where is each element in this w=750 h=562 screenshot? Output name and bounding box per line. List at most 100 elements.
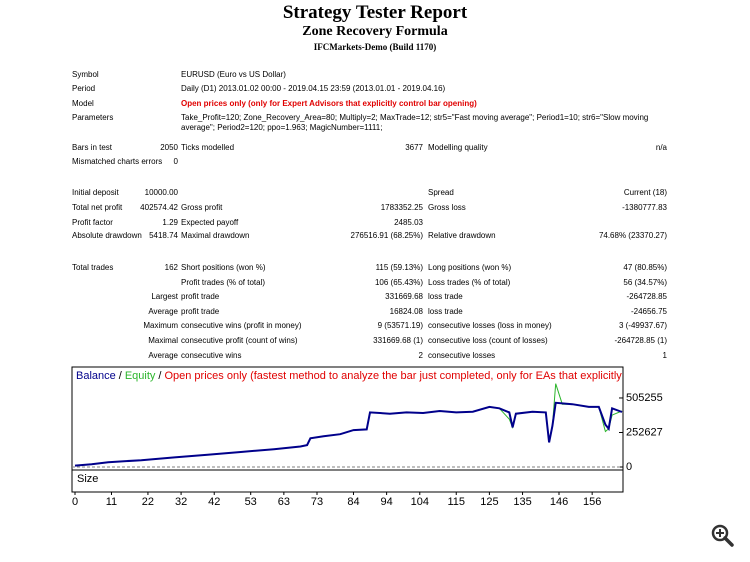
x-tick-label: 22 xyxy=(142,496,154,508)
table-value: Maximal xyxy=(148,336,178,345)
x-tick-label: 146 xyxy=(550,496,568,508)
x-tick-label: 63 xyxy=(278,496,290,508)
table-label2: profit trade xyxy=(181,307,220,316)
table-value3: -264728.85 xyxy=(626,292,667,301)
x-tick-label: 125 xyxy=(480,496,498,508)
legend-entry: Balance xyxy=(76,370,116,382)
x-tick-label: 156 xyxy=(583,496,601,508)
legend: Balance / Equity / Open prices only (fastest… xyxy=(76,370,667,382)
table-value3: Current (18) xyxy=(623,188,667,197)
table-label3: Loss trades (% of total) xyxy=(428,278,511,287)
zoom-icon[interactable] xyxy=(711,524,734,547)
table-value2: 16824.08 xyxy=(389,307,423,316)
table-text: Open prices only (only for Expert Adviso… xyxy=(181,99,477,108)
table-value2: 9 (53571.19) xyxy=(377,321,423,330)
table-label: Total net profit xyxy=(72,203,123,212)
y-tick-label: 252627 xyxy=(626,426,663,438)
x-tick-label: 32 xyxy=(175,496,187,508)
x-tick-label: 42 xyxy=(208,496,220,508)
table-label: Model xyxy=(72,99,94,108)
table-value2: 331669.68 xyxy=(385,292,423,301)
size-label: Size xyxy=(77,473,98,485)
table-label: Parameters xyxy=(72,113,114,122)
chart-frame xyxy=(71,366,624,493)
table-value2: 106 (65.43%) xyxy=(374,278,423,287)
table-label3: Gross loss xyxy=(428,203,466,212)
table-label2: consecutive wins xyxy=(181,351,242,360)
x-tick-label: 73 xyxy=(311,496,323,508)
table-label2: consecutive profit (count of wins) xyxy=(181,336,298,345)
table-label: Period xyxy=(72,84,96,93)
x-tick-label: 135 xyxy=(513,496,531,508)
table-label: Bars in test xyxy=(72,143,113,152)
x-tick-label: 104 xyxy=(411,496,429,508)
table-value3: 47 (80.85%) xyxy=(623,263,667,272)
table-value2: 115 (59.13%) xyxy=(375,263,423,272)
table-value: Average xyxy=(148,307,178,316)
table-label: Absolute drawdown xyxy=(72,231,142,240)
y-tick-label: 505255 xyxy=(626,392,663,404)
table-value: 2050 xyxy=(160,143,178,152)
table-value3: 74.68% (23370.27) xyxy=(598,231,667,240)
table-label3: Modelling quality xyxy=(428,143,488,152)
table-label: Total trades xyxy=(72,263,114,272)
table-value2: 1783352.25 xyxy=(380,203,423,212)
table-label3: consecutive losses (loss in money) xyxy=(428,321,552,330)
table-value: 10000.00 xyxy=(144,188,178,197)
table-label2: consecutive wins (profit in money) xyxy=(181,321,302,330)
x-tick-label: 11 xyxy=(106,496,117,508)
x-tick-label: 84 xyxy=(347,496,359,508)
table-value: Maximum xyxy=(143,321,178,330)
table-value2: 2485.03 xyxy=(394,218,423,227)
table-value2: 331669.68 (1) xyxy=(373,336,423,345)
table-value2: 2 xyxy=(418,351,423,360)
table-text: Take_Profit=120; Zone_Recovery_Area=80; … xyxy=(181,113,649,132)
report-server: IFCMarkets-Demo (Build 1170) xyxy=(313,42,437,52)
legend-separator: / xyxy=(158,370,162,382)
x-tick-label: 94 xyxy=(380,496,392,508)
table-value3: 56 (34.57%) xyxy=(623,278,667,287)
table-value: 402574.42 xyxy=(140,203,178,212)
table-label3: Relative drawdown xyxy=(428,231,496,240)
table-label: Initial deposit xyxy=(72,188,119,197)
report-title: Strategy Tester Report xyxy=(282,2,468,23)
table-value3: 1 xyxy=(662,351,667,360)
legend-separator: / xyxy=(119,370,123,382)
table-label3: Long positions (won %) xyxy=(428,263,512,272)
table-value3: -1380777.83 xyxy=(622,203,667,212)
table-label: Symbol xyxy=(72,70,99,79)
legend-entry: Equity xyxy=(125,370,156,382)
table-label: Profit factor xyxy=(72,218,113,227)
table-value: 0 xyxy=(173,157,178,166)
table-label3: consecutive losses xyxy=(428,351,496,360)
x-tick-label: 0 xyxy=(72,496,78,508)
table-label2: Expected payoff xyxy=(181,218,239,227)
table-label3: loss trade xyxy=(428,307,463,316)
table-label3: Spread xyxy=(428,188,454,197)
table-value3: 3 (-49937.67) xyxy=(618,321,667,330)
table-value3: -24656.75 xyxy=(630,307,667,316)
table-label3: consecutive loss (count of losses) xyxy=(428,336,548,345)
table-value2: 276516.91 (68.25%) xyxy=(350,231,424,240)
table-label: Mismatched charts errors xyxy=(72,157,163,166)
table-value: 1.29 xyxy=(162,218,178,227)
table-value: Largest xyxy=(151,292,178,301)
x-tick-label: 115 xyxy=(447,496,465,508)
table-value: Average xyxy=(148,351,178,360)
table-value: 162 xyxy=(164,263,178,272)
table-value3: n/a xyxy=(655,143,667,152)
report-subtitle: Zone Recovery Formula xyxy=(302,24,448,39)
table-value: 5418.74 xyxy=(149,231,178,240)
table-label2: Short positions (won %) xyxy=(181,263,266,272)
x-tick-label: 53 xyxy=(245,496,257,508)
y-tick-label: 0 xyxy=(626,461,632,473)
table-text: Daily (D1) 2013.01.02 00:00 - 2019.04.15… xyxy=(181,84,446,93)
legend-entry: Open prices only (fastest method to anal… xyxy=(164,370,667,382)
table-text: EURUSD (Euro vs US Dollar) xyxy=(181,70,286,79)
table-label2: Gross profit xyxy=(181,203,223,212)
series-line xyxy=(74,401,623,467)
table-value2: 3677 xyxy=(405,143,423,152)
table-label2: Maximal drawdown xyxy=(181,231,250,240)
